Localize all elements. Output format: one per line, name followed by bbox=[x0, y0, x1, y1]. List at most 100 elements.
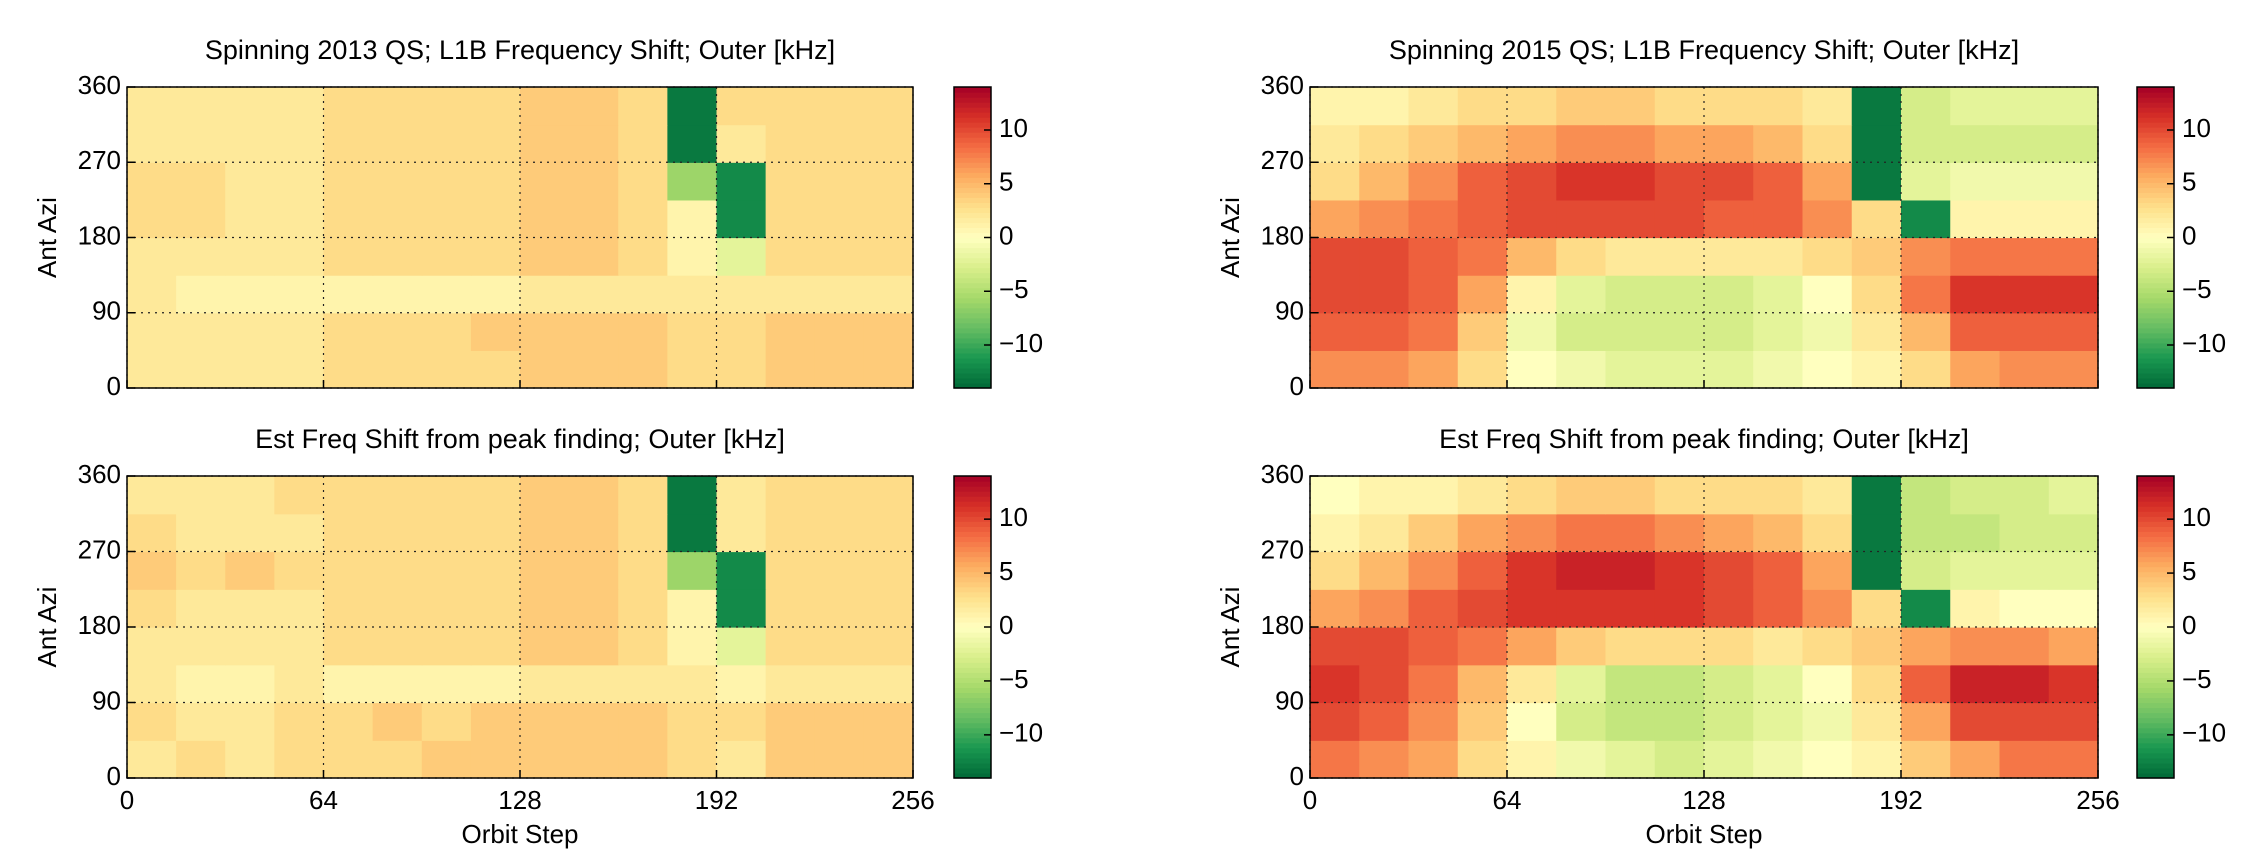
heatmap-cell bbox=[470, 740, 521, 779]
heatmap-cell bbox=[1950, 702, 2001, 741]
heatmap-cell bbox=[1605, 275, 1656, 314]
heatmap-cell bbox=[274, 87, 325, 126]
heatmap-cell bbox=[1556, 237, 1607, 276]
colorbar-tick-label: −10 bbox=[999, 718, 1043, 748]
heatmap-cell bbox=[470, 162, 521, 201]
heatmap-cell bbox=[667, 162, 718, 201]
heatmap-cell bbox=[225, 589, 275, 628]
colorbar-swatch bbox=[954, 237, 991, 244]
colorbar-swatch bbox=[954, 707, 991, 714]
colorbar-swatch bbox=[2137, 147, 2174, 153]
heatmap-cell bbox=[274, 237, 325, 276]
heatmap-cell bbox=[1457, 551, 1508, 590]
heatmap-cell bbox=[1359, 350, 1410, 389]
heatmap-cell bbox=[470, 589, 521, 628]
heatmap-cell bbox=[1359, 740, 1410, 779]
heatmap-cell bbox=[1654, 740, 1705, 779]
heatmap-cell bbox=[274, 551, 325, 590]
heatmap-cell bbox=[1605, 237, 1656, 276]
heatmap-cell bbox=[1310, 513, 1360, 553]
heatmap-cell bbox=[1408, 124, 1459, 163]
heatmap-cell bbox=[618, 350, 668, 389]
heatmap-cell bbox=[1457, 589, 1508, 628]
colorbar-swatch bbox=[954, 222, 991, 229]
colorbar-swatch bbox=[954, 117, 991, 123]
colorbar-swatch bbox=[954, 362, 991, 369]
colorbar-swatch bbox=[954, 182, 991, 188]
heatmap-cell bbox=[1605, 199, 1656, 239]
heatmap-cell bbox=[667, 199, 718, 239]
heatmap-cell bbox=[470, 664, 521, 704]
colorbar-swatch bbox=[2137, 486, 2174, 492]
heatmap-cell bbox=[1753, 740, 1804, 779]
colorbar-swatch bbox=[2137, 501, 2174, 507]
heatmap-cell bbox=[1654, 162, 1705, 201]
colorbar-swatch bbox=[2137, 122, 2174, 128]
heatmap-cell bbox=[520, 513, 570, 553]
heatmap-cell bbox=[127, 513, 177, 553]
colorbar-swatch bbox=[2137, 257, 2174, 264]
colorbar-swatch bbox=[954, 581, 991, 588]
heatmap-cell bbox=[421, 551, 472, 590]
heatmap-cell bbox=[1507, 162, 1557, 201]
colorbar-swatch bbox=[2137, 566, 2174, 573]
heatmap-cell bbox=[765, 162, 816, 201]
colorbar-swatch bbox=[954, 647, 991, 653]
heatmap-cell bbox=[323, 513, 374, 553]
heatmap-cell bbox=[1753, 627, 1804, 666]
heatmap-cell bbox=[863, 551, 914, 590]
colorbar-swatch bbox=[954, 627, 991, 633]
heatmap-cell bbox=[1999, 312, 2050, 351]
colorbar bbox=[954, 87, 991, 389]
colorbar-tick-label: 10 bbox=[2182, 502, 2211, 532]
chart-title: Est Freq Shift from peak finding; Outer … bbox=[255, 424, 785, 454]
heatmap-cell bbox=[1704, 702, 1754, 741]
y-tick-label: 0 bbox=[107, 371, 121, 401]
heatmap-cell bbox=[569, 275, 619, 314]
colorbar-tick-label: −10 bbox=[2182, 718, 2226, 748]
heatmap-cell bbox=[1950, 162, 2001, 201]
x-tick-label: 256 bbox=[2076, 785, 2119, 815]
colorbar-tick-label: 5 bbox=[2182, 556, 2196, 586]
heatmap-cell bbox=[863, 275, 914, 314]
colorbar-swatch bbox=[2137, 737, 2174, 744]
heatmap-cell bbox=[1359, 664, 1410, 704]
heatmap-cell bbox=[1556, 627, 1607, 666]
heatmap-cell bbox=[569, 627, 619, 666]
heatmap-cell bbox=[1654, 476, 1705, 515]
heatmap-cell bbox=[1901, 702, 1951, 741]
heatmap-cell bbox=[1507, 199, 1557, 239]
colorbar-swatch bbox=[2137, 227, 2174, 234]
heatmap-cell bbox=[1457, 702, 1508, 741]
heatmap-cell bbox=[667, 237, 718, 276]
heatmap-cell bbox=[1556, 551, 1607, 590]
heatmap-cell bbox=[1359, 551, 1410, 590]
colorbar-swatch bbox=[2137, 702, 2174, 709]
heatmap-cell bbox=[323, 275, 374, 314]
x-tick-label: 64 bbox=[1493, 785, 1522, 815]
heatmap-cell bbox=[176, 740, 226, 779]
heatmap-cell bbox=[127, 740, 177, 779]
heatmap-cell bbox=[1654, 237, 1705, 276]
y-tick-label: 180 bbox=[1261, 220, 1304, 250]
x-tick-label: 256 bbox=[891, 785, 934, 815]
heatmap-cell bbox=[421, 275, 472, 314]
heatmap-cell bbox=[520, 551, 570, 590]
heatmap-cell bbox=[470, 87, 521, 126]
colorbar-swatch bbox=[954, 561, 991, 568]
heatmap-cell bbox=[1950, 664, 2001, 704]
colorbar-swatch bbox=[2137, 717, 2174, 724]
heatmap-cell bbox=[716, 513, 767, 553]
heatmap-cell bbox=[127, 275, 177, 314]
heatmap-cell bbox=[1408, 664, 1459, 704]
heatmap-cell bbox=[225, 702, 275, 741]
colorbar-swatch bbox=[954, 657, 991, 663]
colorbar-swatch bbox=[954, 501, 991, 507]
heatmap-cell bbox=[470, 513, 521, 553]
heatmap-cell bbox=[1753, 199, 1804, 239]
heatmap-cell bbox=[814, 476, 865, 515]
heatmap-cell bbox=[716, 237, 767, 276]
colorbar-swatch bbox=[954, 347, 991, 354]
colorbar-tick-label: 5 bbox=[999, 556, 1013, 586]
